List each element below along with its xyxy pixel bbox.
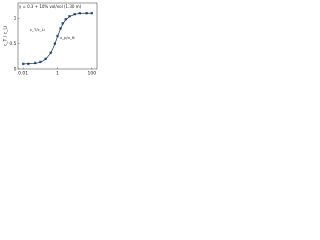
point	[68, 15, 71, 18]
x-tick-label: 100	[88, 71, 97, 77]
chart: γ = 0.3 + 10% vol/vol (1.30 m) c_T / c_L…	[3, 2, 98, 77]
x-tick-label: 0.01	[18, 71, 28, 77]
annotation: x_p/x_B	[60, 35, 75, 40]
chart-title: γ = 0.3 + 10% vol/vol (1.30 m)	[19, 4, 82, 9]
y-tick-label: 0	[14, 67, 17, 73]
y-axis-label: c_T / c_Li	[3, 26, 9, 46]
point	[21, 62, 25, 66]
y-tick-label: 0.5	[9, 41, 16, 47]
point	[33, 61, 37, 65]
annotation: c_T/c_Li	[30, 27, 45, 32]
fit-line	[23, 12, 92, 65]
x-tick-label: 1	[56, 71, 59, 77]
point	[78, 11, 82, 15]
point	[39, 60, 42, 64]
point	[64, 18, 67, 21]
point	[44, 57, 47, 61]
y-tick-label: 1	[14, 16, 17, 22]
point	[90, 11, 94, 15]
point	[61, 22, 64, 25]
